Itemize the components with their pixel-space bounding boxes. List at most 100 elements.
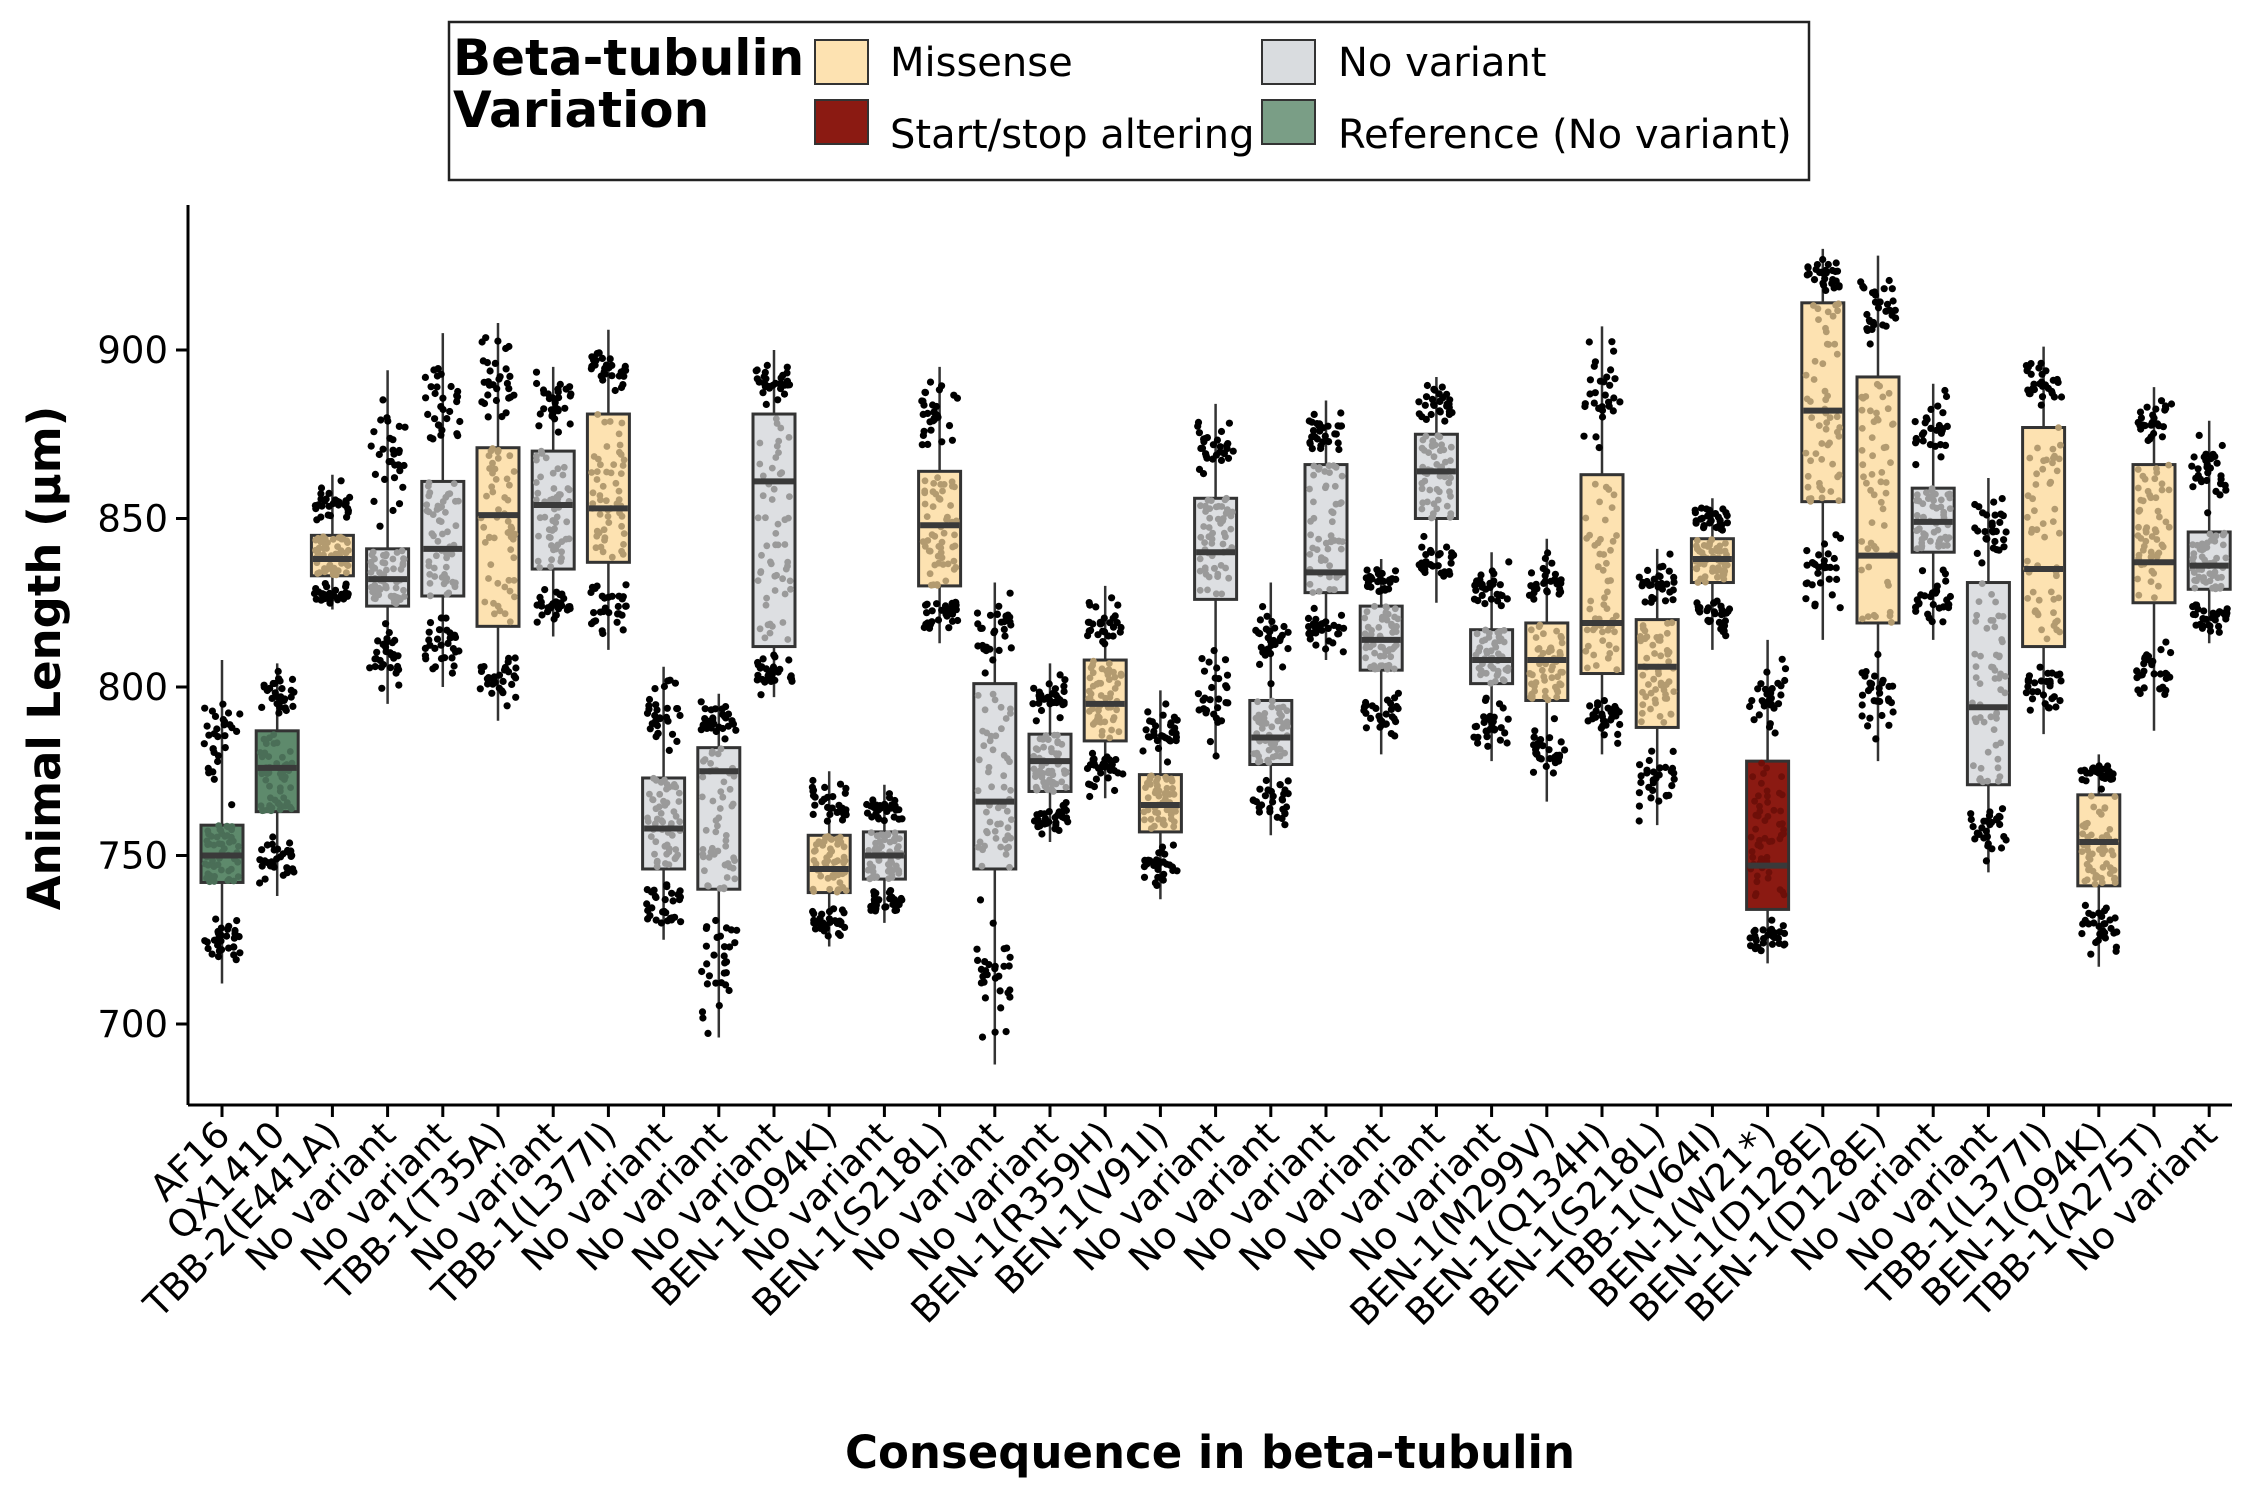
- data-point-inner: [1972, 618, 1980, 625]
- data-point: [619, 593, 627, 601]
- data-point-inner: [615, 487, 623, 495]
- data-point-inner: [494, 602, 502, 610]
- data-point-inner: [554, 465, 562, 473]
- data-point: [1259, 603, 1267, 611]
- data-point: [651, 685, 659, 693]
- data-point: [1337, 422, 1346, 430]
- data-point-inner: [1374, 665, 1381, 673]
- data-point: [1819, 279, 1827, 287]
- data-point: [1993, 546, 2001, 554]
- data-point: [1420, 532, 1428, 541]
- data-point: [539, 386, 548, 394]
- data-point-inner: [1807, 398, 1814, 405]
- data-point-inner: [1927, 493, 1935, 500]
- data-point: [1282, 803, 1291, 811]
- data-point: [1941, 386, 1949, 395]
- data-point: [1542, 762, 1550, 771]
- data-point: [280, 696, 288, 705]
- data-point-inner: [1825, 341, 1833, 348]
- data-point-inner: [425, 492, 433, 500]
- data-point: [2196, 475, 2204, 483]
- data-point: [1170, 713, 1178, 721]
- data-point-inner: [756, 460, 764, 468]
- data-point: [453, 430, 461, 438]
- data-point-inner: [257, 802, 265, 810]
- data-point: [592, 617, 600, 625]
- data-point-inner: [450, 480, 458, 487]
- data-point-inner: [1371, 649, 1378, 657]
- data-point: [1648, 747, 1656, 755]
- data-point: [2167, 400, 2176, 408]
- data-point-inner: [2148, 533, 2156, 540]
- data-point: [1330, 621, 1338, 630]
- data-point-inner: [1650, 675, 1658, 683]
- data-point: [1817, 268, 1826, 276]
- data-point: [1647, 794, 1655, 802]
- data-point: [2046, 682, 2054, 690]
- data-point: [1670, 775, 1678, 783]
- data-point-inner: [1867, 486, 1874, 494]
- data-point: [1094, 631, 1102, 639]
- data-point: [1967, 815, 1975, 824]
- data-point: [1256, 660, 1264, 669]
- data-point-inner: [1927, 537, 1934, 545]
- data-point: [976, 896, 985, 904]
- data-point-inner: [784, 636, 792, 643]
- data-point-inner: [1363, 608, 1371, 616]
- data-point: [881, 800, 889, 808]
- data-point-inner: [1391, 605, 1399, 613]
- data-point-inner: [560, 463, 568, 471]
- data-point: [1159, 858, 1167, 866]
- data-point: [1606, 706, 1614, 714]
- data-point-inner: [1649, 641, 1657, 649]
- data-point-inner: [1548, 674, 1556, 682]
- data-point: [1643, 766, 1651, 774]
- data-point: [1669, 596, 1677, 604]
- data-point-inner: [1807, 457, 1814, 465]
- data-point: [990, 629, 998, 637]
- data-point: [722, 958, 731, 966]
- data-point: [1394, 705, 1402, 713]
- data-point: [283, 846, 292, 855]
- data-point: [1694, 606, 1703, 614]
- data-point: [281, 704, 289, 712]
- data-point: [1085, 627, 1093, 635]
- data-point-inner: [442, 509, 449, 516]
- data-point-inner: [1106, 734, 1114, 742]
- data-point: [2034, 688, 2042, 696]
- data-point-inner: [997, 820, 1004, 828]
- data-point-inner: [1973, 611, 1981, 619]
- data-point: [1276, 637, 1284, 645]
- data-point-inner: [1313, 546, 1321, 553]
- data-point-inner: [1665, 648, 1673, 656]
- data-point-inner: [832, 858, 839, 866]
- data-point: [2167, 649, 2175, 657]
- data-point: [1423, 381, 1431, 390]
- data-point-inner: [535, 532, 542, 540]
- data-point-inner: [934, 552, 942, 560]
- data-point: [863, 809, 872, 817]
- data-point: [673, 705, 681, 713]
- data-point-inner: [2144, 487, 2152, 495]
- data-point: [1915, 600, 1923, 608]
- data-point: [1142, 726, 1150, 734]
- data-point: [1312, 615, 1320, 623]
- data-point-inner: [757, 569, 764, 576]
- data-point: [438, 426, 446, 434]
- data-point: [444, 639, 452, 648]
- data-point: [1362, 724, 1370, 732]
- data-point-inner: [1050, 788, 1057, 795]
- data-point-inner: [1923, 489, 1930, 496]
- data-point-inner: [1747, 833, 1755, 841]
- data-point: [608, 592, 616, 600]
- data-point: [1269, 798, 1277, 806]
- box-group: [1965, 478, 2011, 873]
- data-point-inner: [1663, 695, 1671, 702]
- data-point-inner: [1670, 688, 1678, 695]
- data-point: [2094, 936, 2102, 945]
- data-point: [1652, 774, 1660, 782]
- data-point-inner: [826, 851, 833, 859]
- data-point: [1882, 322, 1890, 330]
- data-point-inner: [2153, 553, 2161, 561]
- data-point: [313, 516, 321, 524]
